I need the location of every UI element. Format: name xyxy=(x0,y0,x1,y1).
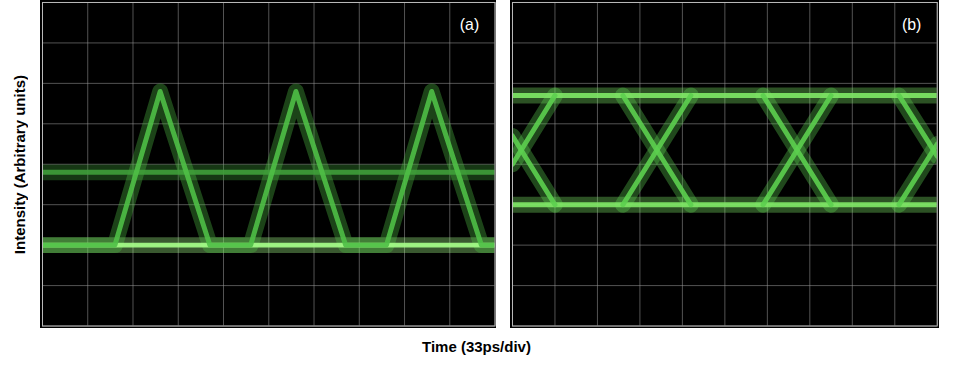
html-text:Time (33ps/div): Time (33ps/div) xyxy=(422,338,531,355)
svg-text:(a): (a) xyxy=(459,16,478,33)
html-text:Intensity (Arbitrary units): Intensity (Arbitrary units) xyxy=(11,75,29,255)
svg-text:(b): (b) xyxy=(902,16,921,33)
